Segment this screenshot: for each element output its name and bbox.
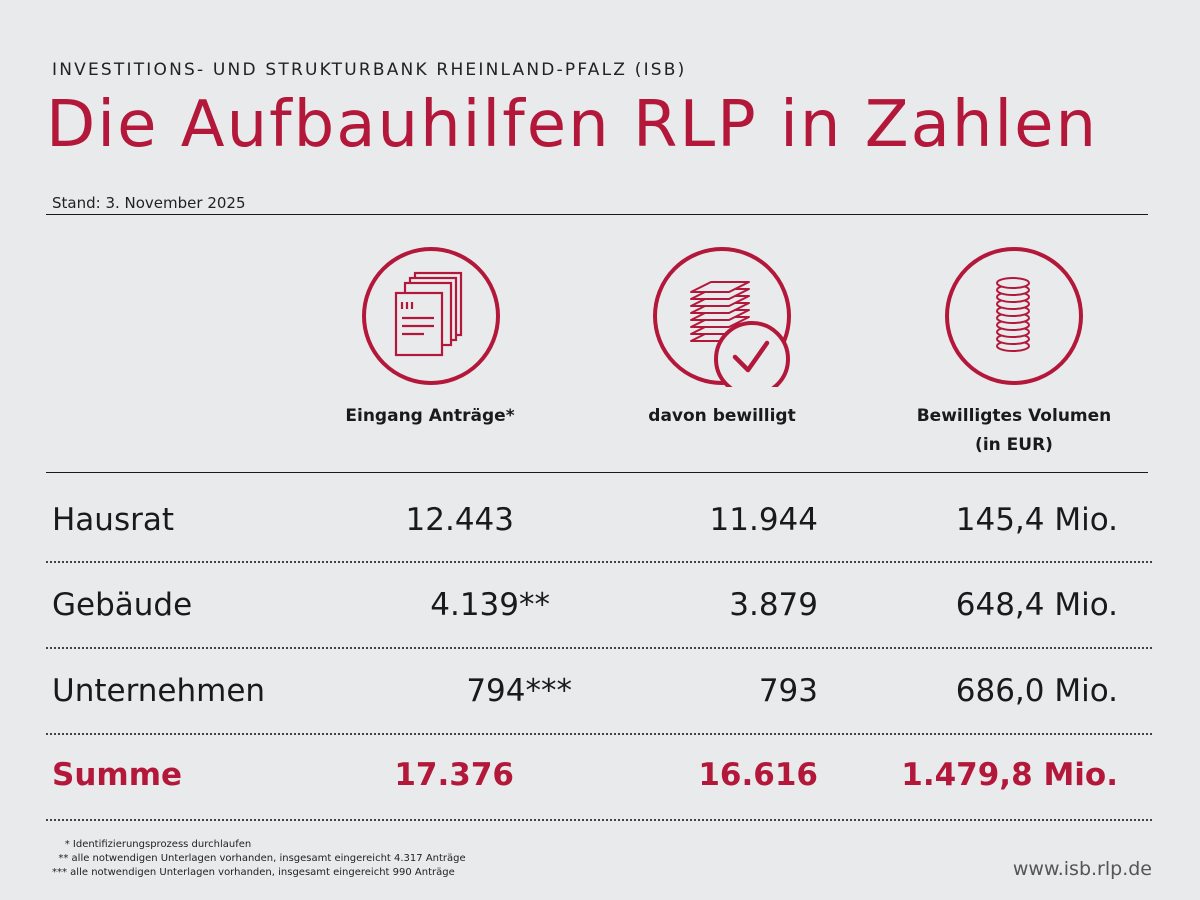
cell-hausrat-volumen: 145,4 Mio.: [955, 502, 1118, 538]
column-header-volumen-line2: (in EUR): [975, 435, 1053, 455]
cell-summe-bewilligt: 16.616: [698, 757, 818, 793]
row-divider: [46, 647, 1152, 649]
row-divider: [46, 733, 1152, 735]
cell-unternehmen-volumen: 686,0 Mio.: [955, 673, 1118, 709]
header-divider: [46, 214, 1148, 215]
documents-icon: [362, 247, 500, 385]
cell-hausrat-bewilligt: 11.944: [709, 502, 818, 538]
status-date: Stand: 3. November 2025: [52, 194, 246, 212]
cell-unternehmen-eingang: 794***: [466, 673, 572, 709]
cell-gebaeude-eingang: 4.139**: [430, 587, 550, 623]
cell-gebaeude-volumen: 648,4 Mio.: [955, 587, 1118, 623]
organization-name: INVESTITIONS- UND STRUKTURBANK RHEINLAND…: [52, 60, 687, 80]
row-label-hausrat: Hausrat: [52, 502, 175, 538]
column-header-bewilligt: davon bewilligt: [648, 406, 796, 426]
column-header-volumen: Bewilligtes Volumen (in EUR): [894, 402, 1134, 460]
row-label-gebaeude: Gebäude: [52, 587, 193, 623]
column-header-volumen-line1: Bewilligtes Volumen: [916, 406, 1112, 426]
footnote-1: * Identifizierungsprozess durchlaufen: [52, 839, 252, 850]
page-title: Die Aufbauhilfen RLP in Zahlen: [46, 88, 1099, 162]
cell-summe-eingang: 17.376: [394, 757, 514, 793]
cell-unternehmen-bewilligt: 793: [758, 673, 818, 709]
footnote-3: *** alle notwendigen Unterlagen vorhande…: [52, 867, 455, 878]
website-link[interactable]: www.isb.rlp.de: [1012, 858, 1152, 880]
footnote-2: ** alle notwendigen Unterlagen vorhanden…: [52, 853, 466, 864]
row-divider: [46, 819, 1152, 821]
column-header-eingang: Eingang Anträge*: [345, 406, 515, 426]
row-label-summe: Summe: [52, 757, 183, 793]
row-divider: [46, 561, 1152, 563]
coins-icon: [945, 247, 1083, 385]
cell-gebaeude-bewilligt: 3.879: [729, 587, 818, 623]
cell-hausrat-eingang: 12.443: [405, 502, 514, 538]
table-header-divider: [46, 472, 1148, 473]
row-label-unternehmen: Unternehmen: [52, 673, 266, 709]
approved-stack-icon: [653, 247, 791, 387]
cell-summe-volumen: 1.479,8 Mio.: [901, 757, 1118, 793]
